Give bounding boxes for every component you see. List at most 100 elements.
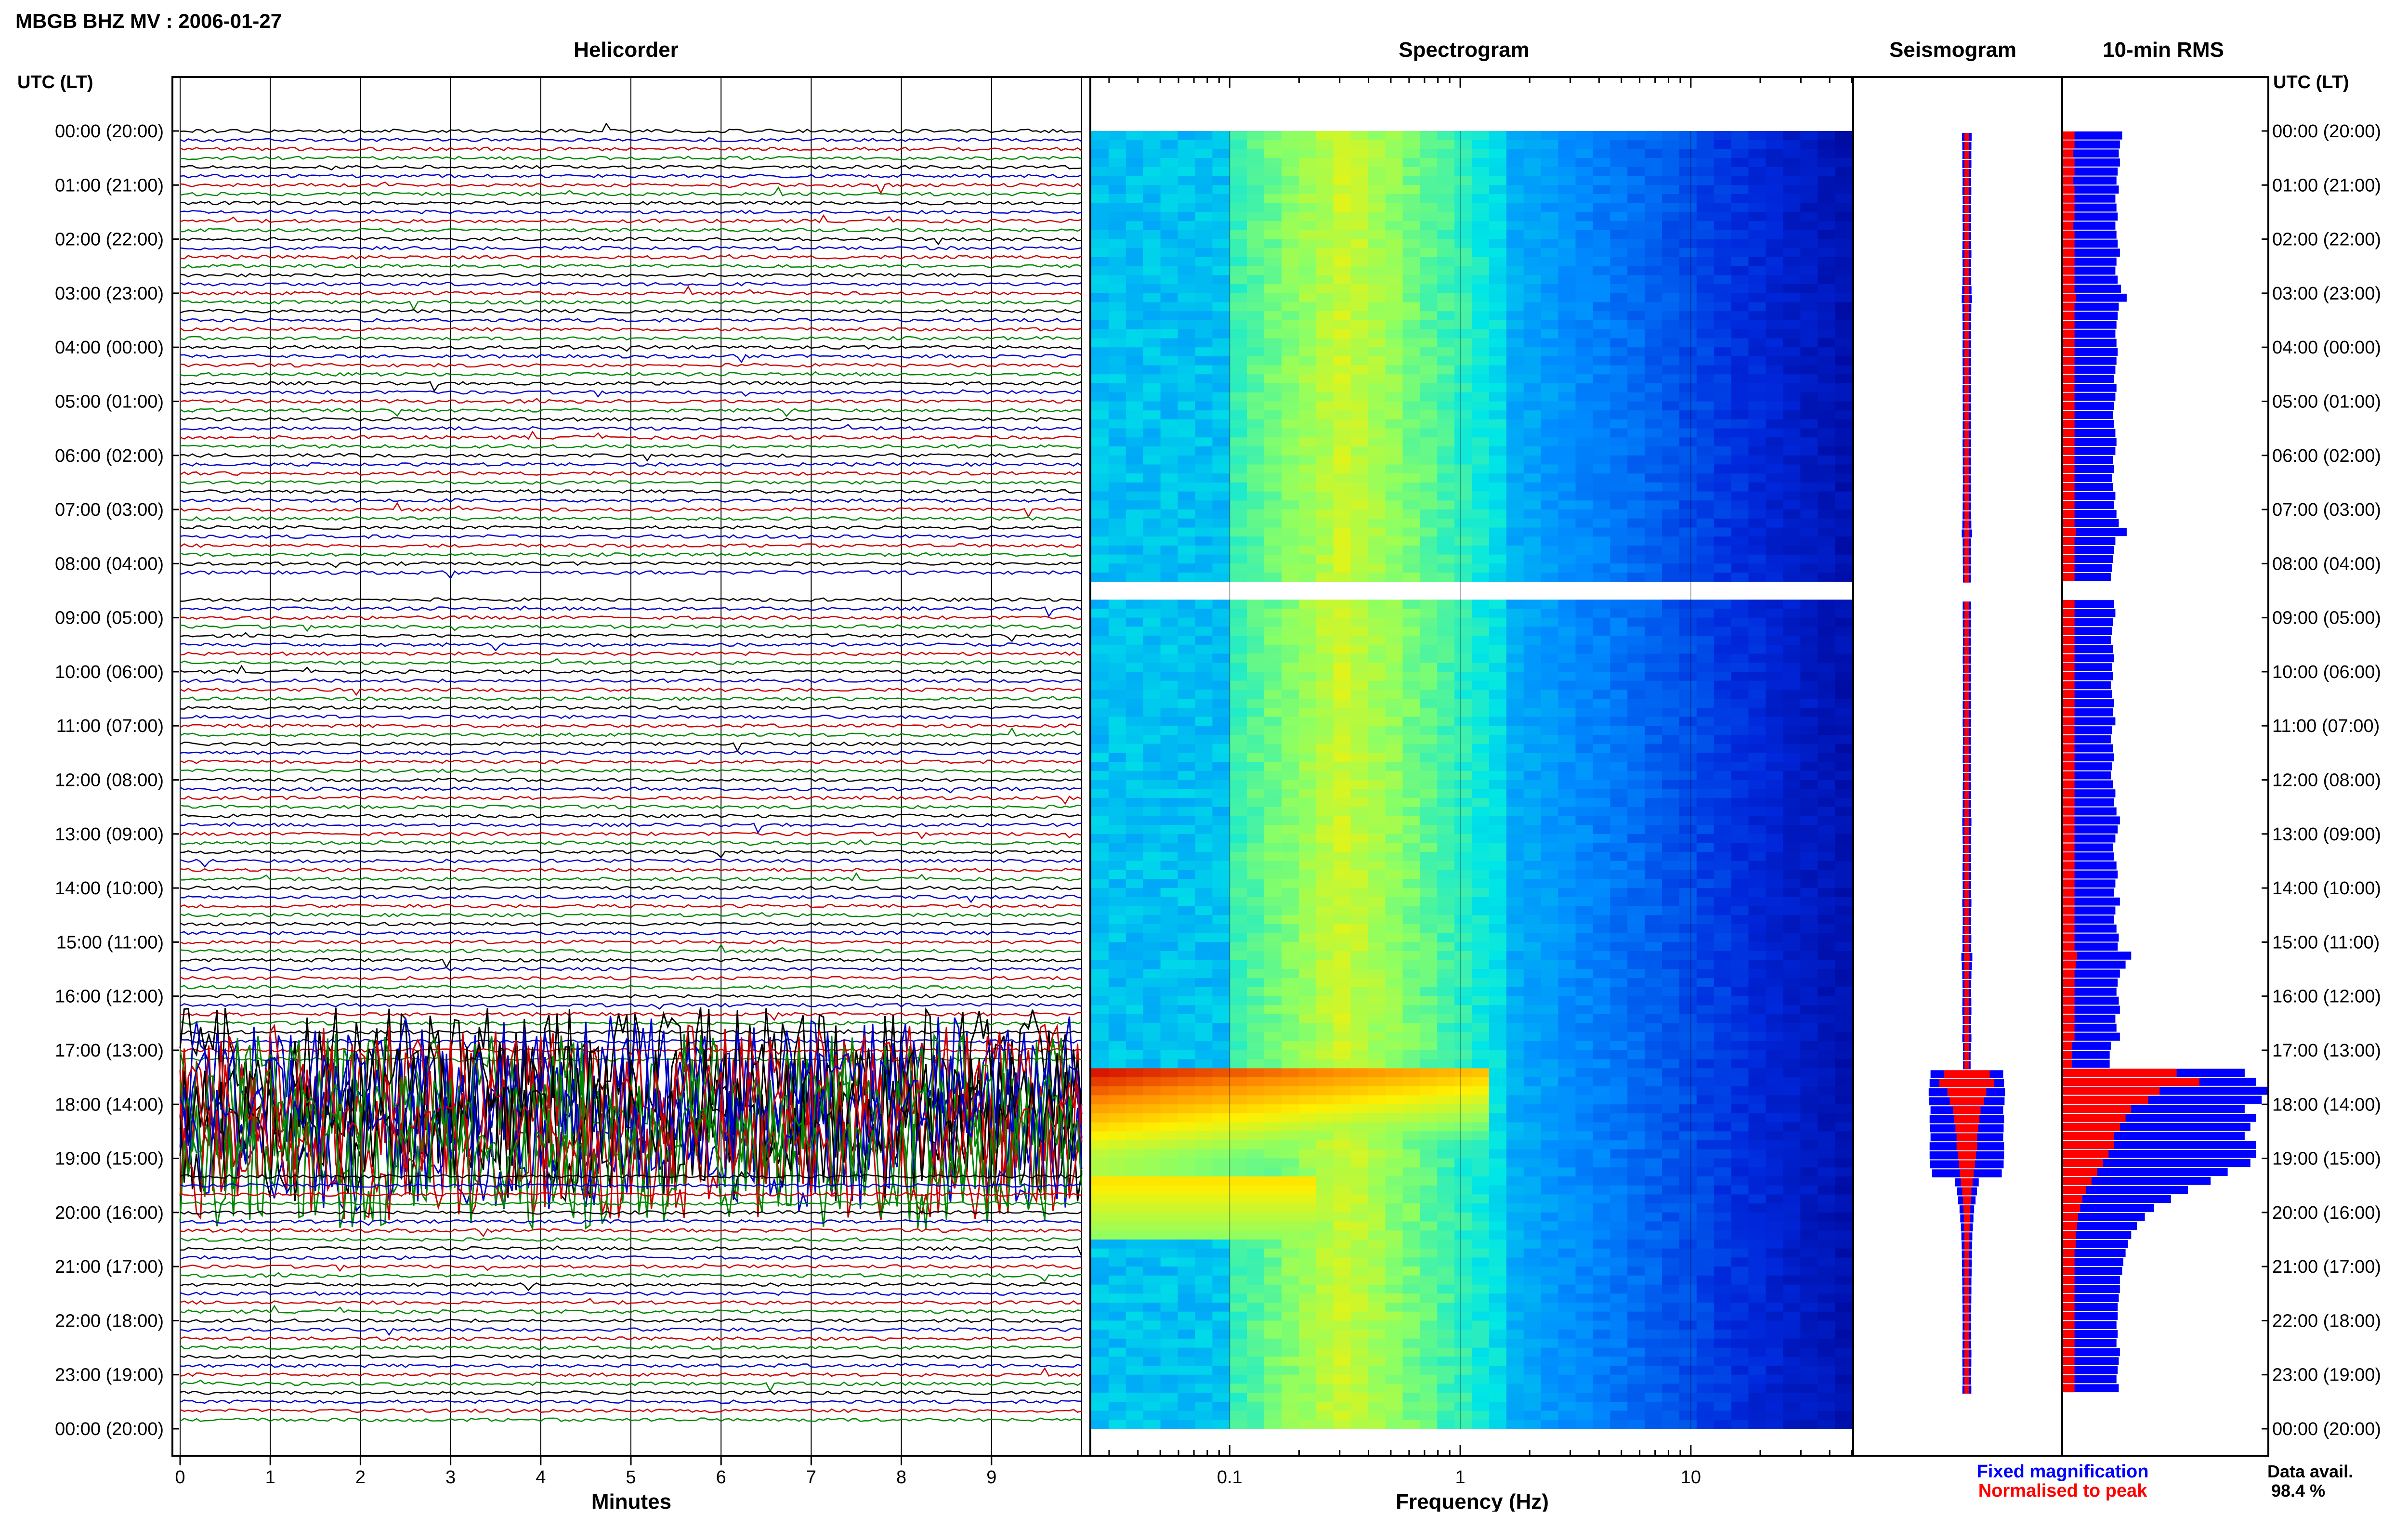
spectrogram-cell [1420,681,1438,690]
spectrogram-cell [1627,654,1645,663]
spectrogram-cell [1247,185,1265,194]
spectrogram-cell [1368,690,1386,699]
spectrogram-cell [1731,257,1749,266]
spectrogram-cell [1126,609,1144,618]
spectrogram-cell [1143,906,1161,915]
spectrogram-cell [1679,446,1697,456]
spectrogram-cell [1195,708,1213,717]
spectrogram-cell [1334,446,1351,456]
spectrogram-cell [1299,879,1317,888]
spectrogram-cell [1593,1068,1610,1077]
spectrogram-cell [1402,762,1420,771]
spectrogram-cell [1766,978,1784,987]
spectrogram-cell [1818,735,1835,744]
spectrogram-cell [1627,1068,1645,1077]
spectrogram-cell [1576,446,1594,456]
spectrogram-cell [1420,915,1438,924]
spectrogram-cell [1230,311,1247,320]
spectrogram-cell [1610,1122,1628,1132]
spectrogram-cell [1195,1005,1213,1014]
spectrogram-cell [1402,176,1420,185]
spectrogram-cell [1334,1059,1351,1069]
spectrogram-cell [1662,681,1680,690]
spectrogram-cell [1576,158,1594,167]
spectrogram-cell [1645,1068,1662,1077]
spectrogram-cell [1161,942,1178,951]
spectrogram-cell [1818,203,1835,212]
spectrogram-cell [1351,879,1369,888]
spectrogram-cell [1247,437,1265,446]
spectrogram-cell [1679,1077,1697,1086]
spectrogram-cell [1351,140,1369,149]
spectrogram-cell [1109,158,1126,167]
spectrogram-cell [1524,284,1542,293]
spectrogram-cell [1161,699,1178,708]
spectrogram-cell [1091,149,1109,158]
spectrogram-cell [1437,1104,1455,1113]
spectrogram-cell [1818,672,1835,681]
spectrogram-cell [1437,158,1455,167]
spectrogram-cell [1783,230,1801,239]
spectrogram-cell [1282,1131,1299,1140]
spectrogram-cell [1386,852,1403,861]
spectrogram-cell [1835,555,1853,564]
spectrogram-cell [1316,654,1334,663]
spectrogram-cell [1679,987,1697,996]
spectrogram-cell [1835,870,1853,879]
spectrogram-cell [1714,528,1732,537]
spectrogram-cell [1818,546,1835,555]
spectrogram-cell [1524,492,1542,501]
spectrogram-cell [1316,563,1334,573]
spectrogram-cell [1212,203,1230,212]
spectrogram-cell [1091,1113,1109,1122]
spectrogram-cell [1697,284,1714,293]
spectrogram-cell [1731,1077,1749,1086]
spectrogram-cell [1247,1077,1265,1086]
spectrogram-cell [1835,383,1853,392]
spectrogram-cell [1420,402,1438,411]
spectrogram-cell [1161,906,1178,915]
spectrogram-cell [1316,410,1334,419]
spectrogram-cell [1541,1032,1559,1042]
spectrogram-cell [1472,230,1490,239]
spectrogram-cell [1593,726,1610,735]
spectrogram-cell [1212,167,1230,176]
spectrogram-cell [1489,987,1507,996]
spectrogram-cell [1541,257,1559,266]
spectrogram-cell [1662,239,1680,248]
spectrogram-cell [1662,626,1680,636]
spectrogram-cell [1627,293,1645,302]
spectrogram-cell [1662,1032,1680,1042]
spectrogram-cell [1627,636,1645,645]
spectrogram-cell [1506,690,1524,699]
spectrogram-cell [1247,852,1265,861]
spectrogram-cell [1472,167,1490,176]
spectrogram-cell [1454,176,1472,185]
spectrogram-cell [1161,1059,1178,1069]
spectrogram-cell [1299,212,1317,221]
spectrogram-cell [1299,347,1317,356]
spectrogram-cell [1437,492,1455,501]
spectrogram-cell [1645,843,1662,852]
spectrogram-cell [1351,1023,1369,1032]
spectrogram-cell [1714,573,1732,582]
spectrogram-cell [1454,257,1472,266]
spectrogram-cell [1818,933,1835,942]
spectrogram-cell [1524,1023,1542,1032]
spectrogram-cell [1178,897,1196,906]
spectrogram-cell [1541,1014,1559,1023]
spectrogram-cell [1541,573,1559,582]
spectrogram-cell [1299,1032,1317,1042]
spectrogram-cell [1334,681,1351,690]
spectrogram-cell [1697,429,1714,438]
spectrogram-cell [1143,1050,1161,1059]
spectrogram-cell [1264,717,1282,726]
spectrogram-cell [1524,1032,1542,1042]
spectrogram-cell [1472,1096,1490,1105]
spectrogram-cell [1558,329,1576,339]
spectrogram-cell [1800,158,1818,167]
spectrogram-cell [1627,735,1645,744]
spectrogram-cell [1247,816,1265,825]
spectrogram-cell [1783,825,1801,834]
spectrogram-cell [1800,176,1818,185]
